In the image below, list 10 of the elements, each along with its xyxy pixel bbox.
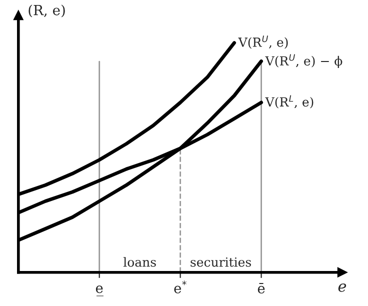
x-tick-label: e$^{*}$ xyxy=(174,280,186,294)
series-label: V(R$^{U}$, e) − ϕ xyxy=(265,54,342,68)
x-tick-label: ē xyxy=(258,282,265,294)
annotation: securities xyxy=(190,257,251,267)
y-axis-title: (R, e) xyxy=(28,4,65,18)
series-label: V(R$^{U}$, e) xyxy=(238,36,288,49)
series-label: V(R$^{L}$, e) xyxy=(265,95,314,108)
x-tick-label: e̲ xyxy=(96,286,104,296)
x-axis-title: e xyxy=(338,284,346,292)
annotation: loans xyxy=(123,257,156,267)
